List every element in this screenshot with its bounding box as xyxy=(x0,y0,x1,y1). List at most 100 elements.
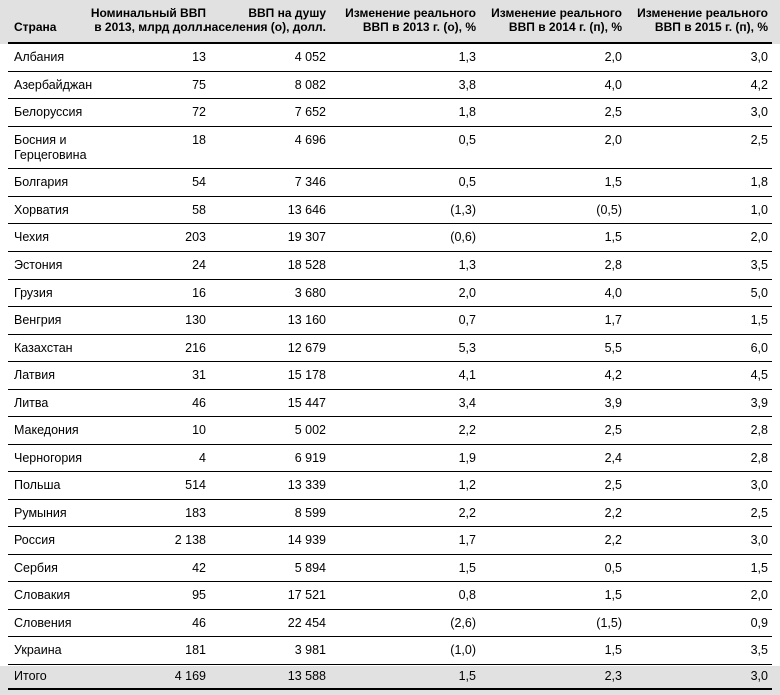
cell-change_2013: 3,4 xyxy=(330,389,480,418)
column-header-line: Изменение реального xyxy=(491,6,622,20)
cell-gdp_per_capita: 8 082 xyxy=(210,71,330,100)
cell-gdp_per_capita: 13 588 xyxy=(210,664,330,690)
cell-change_2015: 2,5 xyxy=(626,126,772,170)
cell-change_2015: 2,8 xyxy=(626,416,772,445)
cell-change_2014: 2,4 xyxy=(480,444,626,473)
cell-gdp_per_capita: 3 680 xyxy=(210,279,330,308)
cell-change_2014: 4,0 xyxy=(480,71,626,100)
cell-gdp_2013: 130 xyxy=(118,306,210,335)
cell-gdp_2013: 181 xyxy=(118,636,210,665)
table-row: Азербайджан 75 8 082 3,8 4,0 4,2 xyxy=(8,71,772,100)
cell-change_2015: 2,5 xyxy=(626,499,772,528)
table-body: Албания 13 4 052 1,3 2,0 3,0 Азербайджан 75 8 08… xyxy=(8,43,772,690)
cell-gdp_2013: 10 xyxy=(118,416,210,445)
table-row: Чехия 203 19 307 (0,6) 1,5 2,0 xyxy=(8,223,772,252)
column-header-country: Страна xyxy=(8,0,118,44)
cell-gdp_2013: 58 xyxy=(118,196,210,225)
cell-gdp_2013: 18 xyxy=(118,126,210,170)
cell-gdp_2013: 16 xyxy=(118,279,210,308)
cell-change_2014: (1,5) xyxy=(480,609,626,638)
column-header-change_2013: Изменение реального ВВП в 2013 г. (о), % xyxy=(330,0,480,44)
column-header-text: ВВП на душу населения (о), долл. xyxy=(204,6,326,34)
cell-change_2013: (1,3) xyxy=(330,196,480,225)
cell-change_2013: 1,3 xyxy=(330,43,480,72)
cell-change_2014: 2,0 xyxy=(480,126,626,170)
cell-change_2015: 3,5 xyxy=(626,636,772,665)
cell-gdp_per_capita: 13 160 xyxy=(210,306,330,335)
cell-gdp_2013: 13 xyxy=(118,43,210,72)
cell-country: Литва xyxy=(8,389,118,418)
cell-country: Итого xyxy=(8,664,118,690)
column-header-line: Изменение реального xyxy=(345,6,476,20)
cell-change_2013: 1,5 xyxy=(330,554,480,583)
cell-gdp_2013: 54 xyxy=(118,168,210,197)
column-header-line: Страна xyxy=(14,20,57,34)
cell-country: Азербайджан xyxy=(8,71,118,100)
table-row: Македония 10 5 002 2,2 2,5 2,8 xyxy=(8,416,772,445)
table-row: Польша 514 13 339 1,2 2,5 3,0 xyxy=(8,471,772,500)
cell-gdp_per_capita: 4 052 xyxy=(210,43,330,72)
cell-change_2015: 1,0 xyxy=(626,196,772,225)
cell-gdp_2013: 514 xyxy=(118,471,210,500)
cell-change_2015: 2,8 xyxy=(626,444,772,473)
header-row: Страна Номинальный ВВП в 2013, млрд долл. В… xyxy=(8,0,772,44)
cell-change_2014: 2,5 xyxy=(480,98,626,127)
cell-change_2015: 2,0 xyxy=(626,223,772,252)
table-row: Хорватия 58 13 646 (1,3) (0,5) 1,0 xyxy=(8,196,772,225)
cell-gdp_per_capita: 7 652 xyxy=(210,98,330,127)
cell-gdp_2013: 95 xyxy=(118,581,210,610)
cell-gdp_2013: 42 xyxy=(118,554,210,583)
table-row: Белоруссия 72 7 652 1,8 2,5 3,0 xyxy=(8,98,772,127)
cell-change_2015: 6,0 xyxy=(626,334,772,363)
cell-change_2013: 4,1 xyxy=(330,361,480,390)
table-header: Страна Номинальный ВВП в 2013, млрд долл. В… xyxy=(8,0,772,44)
cell-gdp_per_capita: 13 339 xyxy=(210,471,330,500)
table-row: Россия 2 138 14 939 1,7 2,2 3,0 xyxy=(8,526,772,555)
cell-change_2013: 3,8 xyxy=(330,71,480,100)
cell-gdp_per_capita: 8 599 xyxy=(210,499,330,528)
table-row: Литва 46 15 447 3,4 3,9 3,9 xyxy=(8,389,772,418)
column-header-line: Номинальный ВВП xyxy=(90,6,206,20)
table-row: Грузия 16 3 680 2,0 4,0 5,0 xyxy=(8,279,772,308)
cell-change_2013: (0,6) xyxy=(330,223,480,252)
total-row: Итого 4 169 13 588 1,5 2,3 3,0 xyxy=(8,664,772,690)
cell-gdp_per_capita: 6 919 xyxy=(210,444,330,473)
cell-change_2015: 0,9 xyxy=(626,609,772,638)
cell-change_2013: 1,5 xyxy=(330,664,480,690)
cell-country: Босния и Герцеговина xyxy=(8,126,118,170)
cell-gdp_per_capita: 4 696 xyxy=(210,126,330,170)
cell-gdp_2013: 4 169 xyxy=(118,664,210,690)
cell-gdp_2013: 75 xyxy=(118,71,210,100)
cell-country: Черногория xyxy=(8,444,118,473)
table-row: Болгария 54 7 346 0,5 1,5 1,8 xyxy=(8,168,772,197)
table-row: Румыния 183 8 599 2,2 2,2 2,5 xyxy=(8,499,772,528)
cell-change_2014: 2,2 xyxy=(480,499,626,528)
cell-change_2013: 2,2 xyxy=(330,416,480,445)
cell-country: Чехия xyxy=(8,223,118,252)
cell-change_2013: 0,7 xyxy=(330,306,480,335)
cell-country: Словения xyxy=(8,609,118,638)
cell-gdp_per_capita: 22 454 xyxy=(210,609,330,638)
cell-change_2015: 1,8 xyxy=(626,168,772,197)
gdp-table: Страна Номинальный ВВП в 2013, млрд долл. В… xyxy=(8,0,772,690)
cell-gdp_per_capita: 7 346 xyxy=(210,168,330,197)
cell-change_2013: (2,6) xyxy=(330,609,480,638)
cell-change_2015: 5,0 xyxy=(626,279,772,308)
cell-change_2014: 4,0 xyxy=(480,279,626,308)
cell-change_2013: 5,3 xyxy=(330,334,480,363)
cell-change_2014: (0,5) xyxy=(480,196,626,225)
cell-change_2015: 1,5 xyxy=(626,306,772,335)
cell-country: Казахстан xyxy=(8,334,118,363)
cell-gdp_2013: 46 xyxy=(118,609,210,638)
cell-change_2015: 3,5 xyxy=(626,251,772,280)
cell-country: Албания xyxy=(8,43,118,72)
cell-change_2014: 1,5 xyxy=(480,581,626,610)
column-header-gdp_per_capita: ВВП на душу населения (о), долл. xyxy=(204,0,330,44)
cell-gdp_2013: 2 138 xyxy=(118,526,210,555)
table-row: Казахстан 216 12 679 5,3 5,5 6,0 xyxy=(8,334,772,363)
column-header-gdp_2013: Номинальный ВВП в 2013, млрд долл. xyxy=(91,0,210,44)
cell-change_2014: 2,0 xyxy=(480,43,626,72)
cell-change_2014: 2,2 xyxy=(480,526,626,555)
cell-country: Эстония xyxy=(8,251,118,280)
